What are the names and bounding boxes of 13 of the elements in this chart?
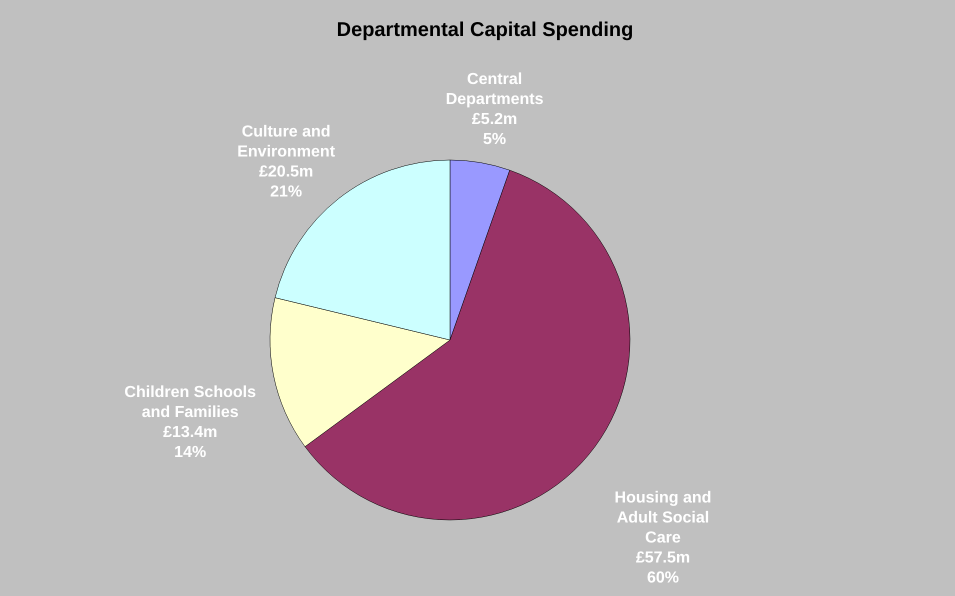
text: 5%	[483, 130, 506, 148]
slice-label: Children Schools and Families	[124, 384, 256, 422]
data-label: £57.5m	[636, 550, 690, 567]
text: 60%	[646, 570, 679, 587]
slice-label: Housing and Adult Social Care	[614, 490, 712, 547]
data-label: £20.5m	[258, 164, 314, 181]
text: 14%	[174, 444, 206, 462]
data-label: £5.2m	[472, 110, 518, 128]
slice-label: Culture and Environment	[237, 124, 336, 161]
slice-label: Central Departments	[446, 70, 544, 108]
text: 21%	[270, 184, 302, 201]
chart-title: Departmental Capital Spending	[336, 19, 634, 41]
data-label: £13.4m	[163, 424, 218, 442]
